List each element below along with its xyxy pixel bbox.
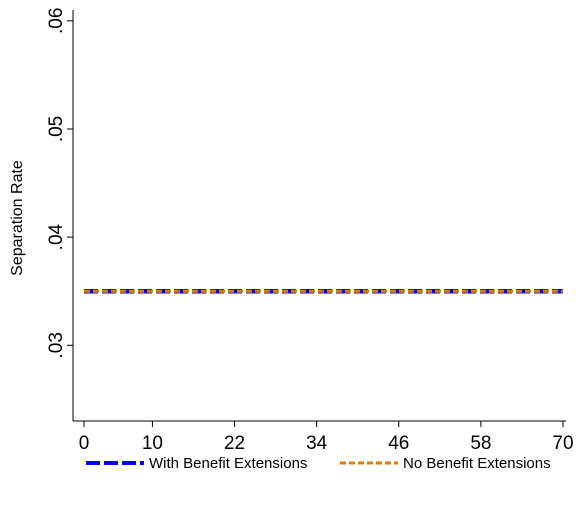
x-tick-label: 22 xyxy=(224,433,245,454)
x-tick-label: 34 xyxy=(306,433,328,454)
x-tick-label: 70 xyxy=(552,433,573,454)
x-tick-label: 0 xyxy=(79,433,90,454)
legend-label-1: With Benefit Extensions xyxy=(149,455,307,472)
legend-label-2: No Benefit Extensions xyxy=(403,455,551,472)
x-tick-label: 10 xyxy=(142,433,163,454)
axes: 0 10 22 34 46 58 70 .03 .04 .05 .06 xyxy=(46,8,574,454)
y-tick-label: .05 xyxy=(46,116,67,142)
y-tick-label: .04 xyxy=(46,223,67,250)
y-axis-title: Separation Rate xyxy=(9,160,26,276)
legend: With Benefit Extensions No Benefit Extens… xyxy=(86,455,551,472)
x-tick-label: 58 xyxy=(470,433,491,454)
y-tick-label: .03 xyxy=(46,332,67,358)
y-tick-label: .06 xyxy=(46,8,67,34)
x-tick-label: 46 xyxy=(388,433,409,454)
